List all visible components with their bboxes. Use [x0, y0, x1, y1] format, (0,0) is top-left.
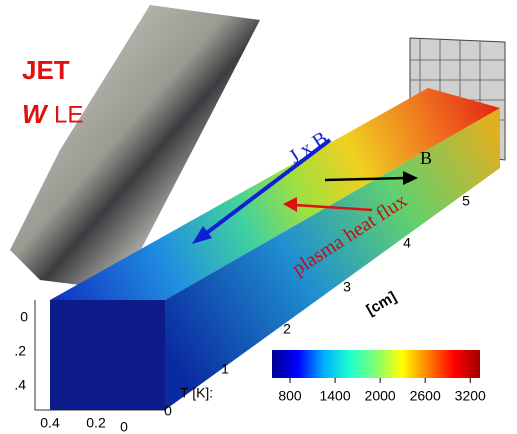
colorbar-label: T [K]:: [180, 385, 213, 401]
length-tick-label: 4: [403, 235, 411, 251]
colorbar-bar: [272, 350, 480, 378]
front-face: [50, 300, 165, 410]
height-tick-label: .4: [14, 377, 26, 393]
colorbar-tick-label: 800: [278, 388, 302, 404]
drawing: [10, 5, 505, 410]
height-tick-label: .2: [14, 343, 26, 359]
length-tick-label: 3: [343, 279, 351, 295]
length-tick-label: 5: [462, 193, 470, 209]
colorbar: 800 1400 2000 2600 3200: [272, 350, 486, 404]
jet-label: JET: [22, 55, 70, 85]
colorbar-tick-label: 3200: [455, 388, 486, 404]
colorbar-tick-label: 2000: [365, 388, 396, 404]
le-label: LE: [54, 101, 83, 128]
length-tick-label: 1: [221, 361, 229, 377]
w-label: W: [22, 99, 49, 129]
figure: JET W LE J x B B plasma heat flux [cm] T…: [0, 0, 517, 434]
width-tick-label: 0.2: [86, 415, 106, 431]
width-tick-label: 0: [120, 419, 128, 434]
colorbar-tick-label: 2600: [410, 388, 441, 404]
length-tick-label: 0: [164, 403, 172, 419]
width-tick-label: 0.4: [40, 415, 60, 431]
colorbar-tick-label: 1400: [319, 388, 350, 404]
b-label: B: [420, 148, 432, 168]
length-tick-label: 2: [283, 321, 291, 337]
height-tick-label: 0: [20, 309, 28, 325]
cm-label: [cm]: [363, 288, 399, 319]
